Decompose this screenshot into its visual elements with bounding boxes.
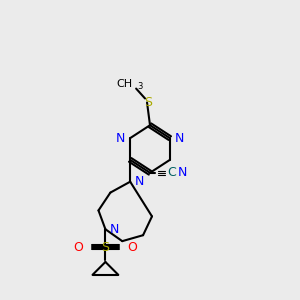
Text: N: N [116,132,125,145]
Text: C: C [167,166,176,179]
Text: N: N [135,175,145,188]
Text: 3: 3 [137,82,142,91]
Text: O: O [127,241,137,254]
Text: O: O [74,241,84,254]
Text: S: S [144,96,152,109]
Text: S: S [101,241,110,254]
Text: N: N [178,166,187,179]
Text: CH: CH [116,79,132,88]
Text: N: N [175,132,184,145]
Text: N: N [110,223,119,236]
